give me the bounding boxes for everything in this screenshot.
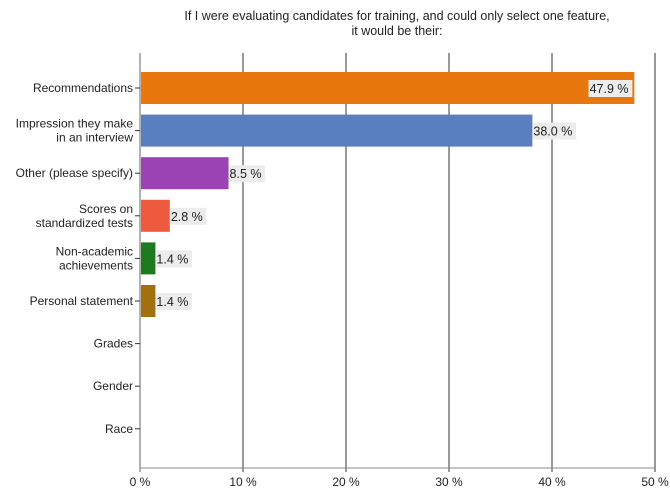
- category-label: Grades: [94, 337, 133, 351]
- bar: [141, 157, 229, 190]
- category-label: Recommendations: [33, 81, 133, 95]
- data-label-background: [155, 293, 192, 310]
- x-tick-label: 50 %: [641, 475, 669, 489]
- bar: [141, 72, 635, 104]
- data-label-background: [588, 80, 633, 97]
- data-label: 8.5 %: [230, 167, 262, 181]
- bar: [141, 285, 156, 317]
- category-label: Other (please specify): [16, 166, 133, 180]
- category-label: in an interview: [56, 131, 133, 145]
- bar: [141, 242, 156, 275]
- category-label: Non-academic: [56, 244, 133, 258]
- data-label: 47.9 %: [590, 82, 629, 96]
- x-tick-label: 10 %: [229, 475, 257, 489]
- x-tick-label: 20 %: [332, 475, 360, 489]
- x-tick-label: 40 %: [538, 475, 566, 489]
- category-label: Race: [105, 422, 133, 436]
- x-tick-label: 30 %: [435, 475, 463, 489]
- data-label-background: [532, 122, 577, 140]
- category-label: Impression they make: [16, 117, 134, 131]
- category-label: achievements: [59, 258, 133, 272]
- data-label: 1.4 %: [156, 252, 188, 266]
- chart-title: If I were evaluating candidates for trai…: [184, 9, 609, 23]
- bar: [141, 114, 533, 147]
- data-label-background: [169, 207, 207, 225]
- data-label: 38.0 %: [533, 125, 572, 139]
- data-label: 1.4 %: [156, 295, 188, 309]
- data-label-background: [155, 250, 192, 268]
- category-label: Gender: [93, 379, 133, 393]
- bar: [141, 199, 170, 232]
- data-label: 2.8 %: [171, 210, 203, 224]
- category-label: Scores on: [79, 202, 133, 216]
- x-tick-label: 0 %: [130, 475, 151, 489]
- category-label: Personal statement: [30, 294, 134, 308]
- category-label: standardized tests: [36, 216, 133, 230]
- chart-title: it would be their:: [351, 24, 442, 38]
- data-label-background: [228, 165, 266, 183]
